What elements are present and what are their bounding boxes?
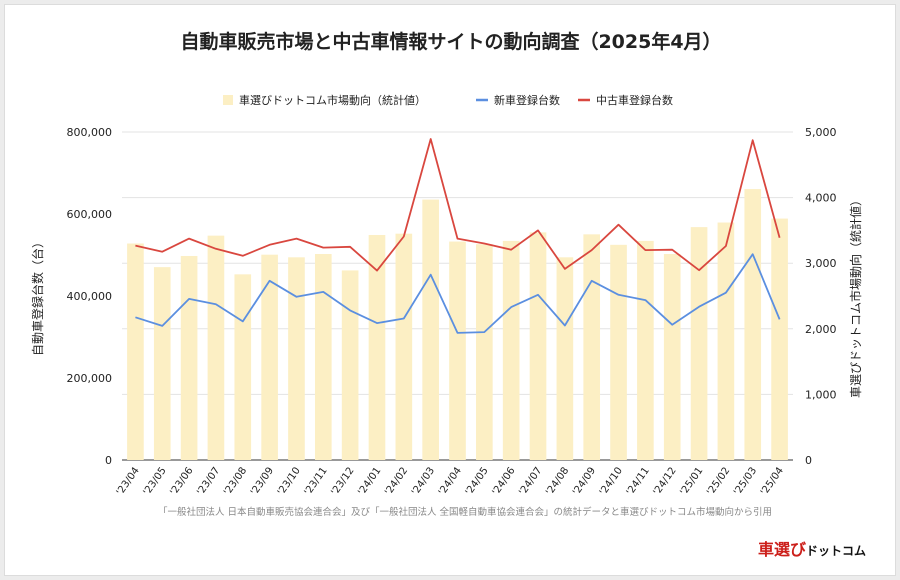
bar (663, 254, 681, 460)
bar (180, 255, 198, 460)
y-right-tick-label: 5,000 (805, 126, 837, 139)
bar (234, 274, 252, 460)
y-left-axis-label: 自動車登録台数（台） (30, 236, 45, 356)
bar (314, 254, 332, 460)
series-line (135, 253, 781, 334)
bar (341, 270, 359, 460)
legend-label-used: 中古車登録台数 (596, 93, 673, 107)
x-tick-label: '24/06 (491, 465, 518, 497)
bar (449, 241, 466, 460)
y-left-tick-label: 600,000 (67, 208, 113, 221)
y-left-tick-label: 0 (105, 454, 112, 467)
bar (422, 199, 439, 460)
y-right-tick-label: 3,000 (805, 257, 837, 270)
x-tick-label: '24/02 (383, 465, 410, 497)
bar (717, 222, 735, 460)
bar (127, 243, 144, 460)
logo-part-1: 車選び (757, 540, 806, 559)
y-right-tick-label: 2,000 (805, 323, 837, 336)
chart-title: 自動車販売市場と中古車情報サイトの動向調査（2025年4月） (180, 31, 722, 53)
x-tick-label: '23/11 (303, 465, 330, 497)
logo-part-2: ドットコム (805, 544, 866, 558)
x-tick-label: '23/05 (142, 465, 169, 497)
bar (529, 232, 547, 460)
x-tick-label: '23/08 (222, 465, 249, 497)
y-right-tick-label: 0 (805, 454, 812, 467)
x-tick-label: '24/07 (517, 465, 544, 497)
bar (153, 267, 171, 460)
bar (690, 227, 708, 460)
x-tick-label: '24/11 (625, 465, 652, 497)
x-tick-label: '24/09 (571, 465, 598, 497)
x-tick-label: '25/03 (732, 465, 759, 497)
x-tick-label: '25/01 (678, 465, 705, 497)
y-left-tick-label: 800,000 (67, 126, 113, 139)
bar (261, 254, 278, 460)
source-note: 「一般社団法人 日本自動車販売協会連合会」及び「一般社団法人 全国軽自動車協会連… (158, 506, 772, 518)
x-tick-label: '24/10 (598, 465, 625, 497)
x-tick-label: '24/08 (544, 465, 571, 497)
x-tick-label: '24/03 (410, 465, 437, 497)
bar (556, 257, 574, 460)
bar-series (127, 189, 788, 460)
x-tick-label: '23/09 (249, 465, 276, 497)
legend-swatch-bar (223, 95, 233, 105)
bar (583, 234, 601, 460)
x-tick-label: '24/01 (356, 465, 383, 497)
bar (368, 234, 386, 460)
bar (771, 218, 788, 460)
x-tick-label: '25/04 (759, 465, 786, 497)
bar (288, 257, 305, 460)
x-tick-label: '23/12 (329, 465, 356, 497)
y-right-tick-label: 1,000 (805, 388, 837, 401)
y-right-axis-label: 車選びドットコム市場動向（統計値） (848, 194, 863, 398)
x-tick-label: '25/02 (705, 465, 732, 497)
x-tick-label: '24/12 (652, 465, 679, 497)
bar (207, 235, 225, 460)
bar (476, 244, 493, 460)
legend-label-new: 新車登録台数 (494, 93, 560, 107)
series-line (135, 138, 781, 272)
y-left-tick-label: 200,000 (67, 372, 113, 385)
bar (610, 244, 627, 460)
legend-label-bar: 車選びドットコム市場動向（統計値） (239, 93, 426, 107)
line-series (135, 138, 781, 334)
x-tick-label: '24/04 (437, 465, 464, 497)
x-tick-label: '23/04 (115, 465, 142, 497)
x-tick-label: '23/06 (168, 465, 195, 497)
bar (502, 240, 520, 460)
site-logo: 車選びドットコム (758, 536, 866, 560)
bar (637, 240, 654, 460)
x-tick-label: '23/07 (195, 465, 222, 497)
x-tick-label: '24/05 (464, 465, 491, 497)
x-tick-label: '23/10 (276, 465, 303, 497)
bar (744, 189, 762, 460)
y-right-tick-label: 4,000 (805, 192, 837, 205)
y-left-tick-label: 400,000 (67, 290, 113, 303)
legend: 車選びドットコム市場動向（統計値） 新車登録台数 中古車登録台数 (223, 93, 673, 107)
bar (395, 233, 413, 460)
